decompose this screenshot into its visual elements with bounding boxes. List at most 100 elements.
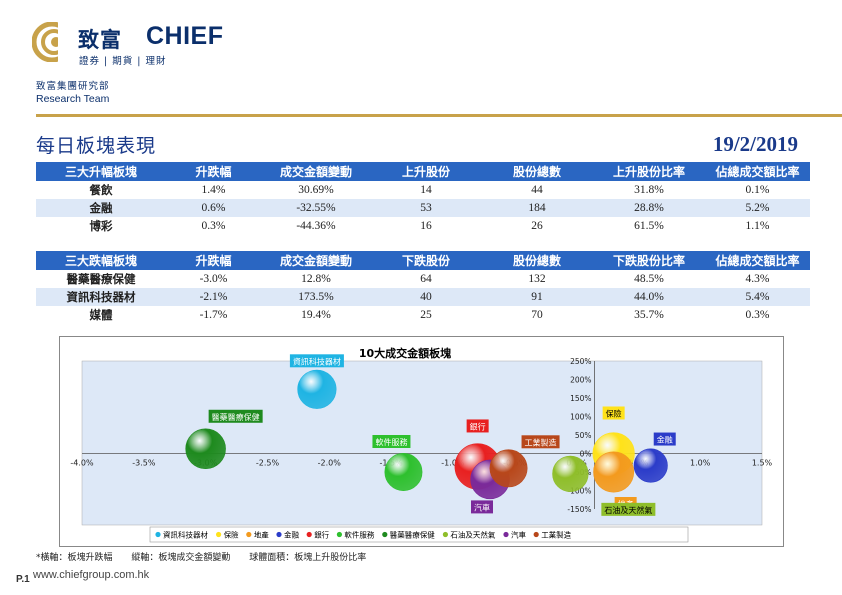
table-cell: 0.1% <box>705 181 810 199</box>
footnote-y-axis: 縱軸：板塊成交金額變動 <box>131 553 231 563</box>
footnote-x-axis: *橫軸：板塊升跌幅 <box>36 553 113 563</box>
table-cell: 91 <box>481 288 593 306</box>
table-cell: 26 <box>481 217 593 235</box>
table-row: 醫藥醫療保健 -3.0% 12.8% 64 132 48.5% 4.3% <box>36 270 810 288</box>
chart-footnote: *橫軸：板塊升跌幅 縱軸：板塊成交金額變動 球體面積：板塊上升股份比率 <box>36 550 382 563</box>
bubble-石油及天然氣 <box>552 455 589 492</box>
team-name: Research Team <box>36 93 110 105</box>
footnote-bubble-size: 球體面積：板塊上升股份比率 <box>249 553 367 563</box>
legend-item: 保險 <box>224 530 239 540</box>
table-cell: 70 <box>481 306 593 324</box>
page-number: P.1 <box>16 574 30 585</box>
x-tick-label: -3.5% <box>132 459 156 468</box>
bubble-chart: 10大成交金額板塊 -4.0%-3.5%-3.0%-2.5%-2.0%-1.5%… <box>59 336 784 547</box>
bubble-label-bg <box>521 435 560 449</box>
header-divider <box>36 114 842 117</box>
x-tick-label: -2.5% <box>256 459 280 468</box>
losers-col-header: 佔總成交額比率 <box>705 251 810 270</box>
bubble-label: 保險 <box>606 409 622 419</box>
bubble-工業製造 <box>489 449 528 488</box>
bubble-label-bg <box>653 432 676 446</box>
bubble-label: 工業製造 <box>525 437 557 447</box>
table-cell: 5.4% <box>705 288 810 306</box>
bubble-地產 <box>593 451 635 493</box>
table-cell: 5.2% <box>705 199 810 217</box>
bubble-label: 軟件服務 <box>375 437 407 447</box>
logo-tagline: 證券 | 期貨 | 理財 <box>79 56 167 67</box>
sector-name-cell: 媒體 <box>36 306 166 324</box>
bubble-label-bg <box>602 406 625 420</box>
sector-name-cell: 博彩 <box>36 217 166 235</box>
company-logo: 致富 CHIEF 證券 | 期貨 | 理財 <box>32 22 242 68</box>
legend-marker-icon <box>306 531 312 538</box>
table-row: 餐飲 1.4% 30.69% 14 44 31.8% 0.1% <box>36 181 810 199</box>
legend-item: 汽車 <box>511 530 526 540</box>
legend-item: 資訊科技器材 <box>163 530 208 540</box>
table-cell: 0.6% <box>166 199 261 217</box>
bubble-label: 銀行 <box>470 421 486 431</box>
table-cell: 132 <box>481 270 593 288</box>
table-row: 媒體 -1.7% 19.4% 25 70 35.7% 0.3% <box>36 306 810 324</box>
losers-col-header: 成交金額變動 <box>261 251 371 270</box>
x-tick-label: -2.0% <box>318 459 342 468</box>
x-tick-label: -4.0% <box>70 459 94 468</box>
y-tick-label: 100% <box>570 413 591 422</box>
table-row: 金融 0.6% -32.55% 53 184 28.8% 5.2% <box>36 199 810 217</box>
sector-name-cell: 資訊科技器材 <box>36 288 166 306</box>
gainers-col-header: 股份總數 <box>481 162 593 181</box>
losers-col-header: 三大跌幅板塊 <box>36 251 166 270</box>
legend-marker-icon <box>276 531 282 538</box>
table-cell: 25 <box>371 306 481 324</box>
table-cell: 14 <box>371 181 481 199</box>
legend-marker-icon <box>533 531 539 538</box>
top-losers-table: 三大跌幅板塊 升跌幅 成交金額變動 下跌股份 股份總數 下跌股份比率 佔總成交額比率 醫藥醫… <box>36 251 810 324</box>
table-cell: -1.7% <box>166 306 261 324</box>
chart-title: 10大成交金額板塊 <box>359 346 451 360</box>
table-cell: 173.5% <box>261 288 371 306</box>
table-cell: 1.4% <box>166 181 261 199</box>
bubble-label-bg <box>289 354 344 368</box>
table-cell: 53 <box>371 199 481 217</box>
top-gainers-table: 三大升幅板塊 升跌幅 成交金額變動 上升股份 股份總數 上升股份比率 佔總成交額比率 餐飲 1… <box>36 162 810 235</box>
table-cell: 19.4% <box>261 306 371 324</box>
y-tick-label: -100% <box>567 487 591 496</box>
gainers-col-header: 三大升幅板塊 <box>36 162 166 181</box>
y-tick-label: 0% <box>580 450 592 459</box>
legend-marker-icon <box>155 531 161 538</box>
department-name: 致富集團研究部 <box>36 81 110 92</box>
table-cell: 64 <box>371 270 481 288</box>
gainers-col-header: 佔總成交額比率 <box>705 162 810 181</box>
gainers-col-header: 上升股份比率 <box>593 162 705 181</box>
losers-col-header: 下跌股份比率 <box>593 251 705 270</box>
x-tick-label: 1.5% <box>752 459 773 468</box>
table-cell: 44 <box>481 181 593 199</box>
bubble-chart-svg: 10大成交金額板塊 -4.0%-3.5%-3.0%-2.5%-2.0%-1.5%… <box>70 346 773 543</box>
gainers-col-header: 成交金額變動 <box>261 162 371 181</box>
bubble-金融 <box>633 448 668 483</box>
table-cell: 1.1% <box>705 217 810 235</box>
legend-item: 醫藥醫療保健 <box>390 530 435 540</box>
report-date: 19/2/2019 <box>712 132 798 156</box>
sector-name-cell: 金融 <box>36 199 166 217</box>
bubble-label: 金融 <box>657 435 673 445</box>
bubble-label-bg <box>601 502 656 516</box>
y-tick-label: 200% <box>570 376 591 385</box>
logo-name-zh: 致富 <box>78 28 122 52</box>
sector-name-cell: 餐飲 <box>36 181 166 199</box>
table-row: 博彩 0.3% -44.36% 16 26 61.5% 1.1% <box>36 217 810 235</box>
losers-col-header: 升跌幅 <box>166 251 261 270</box>
y-tick-label: 50% <box>575 431 592 440</box>
bubble-label-bg <box>372 435 411 448</box>
bubble-label: 醫藥醫療保健 <box>212 412 260 422</box>
legend-marker-icon <box>216 531 222 538</box>
x-tick-label: 1.0% <box>690 459 711 468</box>
website-link[interactable]: www.chiefgroup.com.hk <box>33 569 150 581</box>
legend-item: 工業製造 <box>541 530 571 540</box>
y-tick-label: -150% <box>567 505 591 514</box>
legend-marker-icon <box>442 531 448 538</box>
legend-item: 石油及天然氣 <box>450 530 495 540</box>
table-cell: 61.5% <box>593 217 705 235</box>
bubble-label: 汽車 <box>474 502 490 512</box>
table-cell: 35.7% <box>593 306 705 324</box>
y-tick-label: 250% <box>570 357 591 366</box>
